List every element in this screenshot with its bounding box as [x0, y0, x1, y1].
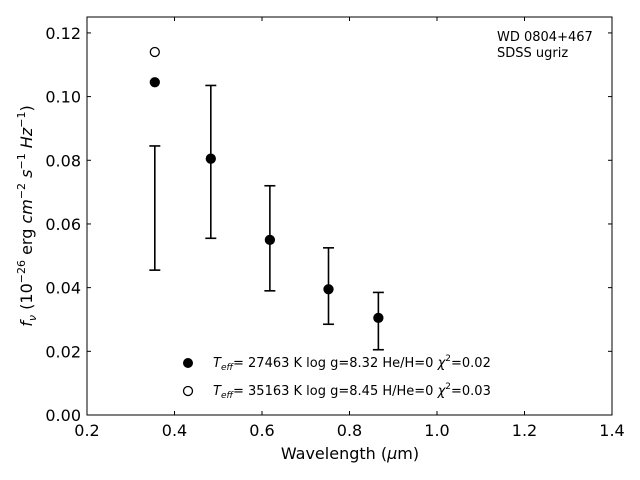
error-bar	[149, 145, 161, 271]
axis-ticks: 0.2 0.4 0.6 0.8 1.0 1.2 1.4 0.00 0.02 0.04 0.06 0.0…	[45, 17, 625, 440]
y-tick-label: 0.08	[45, 151, 81, 170]
legend-label-2: Teff= 35163 K log g=8.45 H/He=0 χ2=0.03	[213, 382, 491, 401]
x-axis-label: Wavelength (μm)	[281, 444, 419, 463]
model-point-filled	[264, 234, 276, 246]
y-tick-label: 0.10	[45, 88, 81, 107]
x-tick-label: 0.4	[162, 421, 187, 440]
plot-frame	[86, 16, 613, 416]
y-axis-label: fν (10−26 erg cm−2 s−1 Hz−1)	[15, 105, 39, 326]
legend-marker-open	[182, 385, 194, 397]
x-tick-label: 1.0	[424, 421, 449, 440]
x-tick-label: 1.4	[599, 421, 624, 440]
model-point-filled	[149, 77, 160, 88]
model-point-filled	[323, 284, 334, 295]
x-tick-label: 0.2	[74, 421, 99, 440]
y-tick-label: 0.00	[45, 406, 81, 425]
x-tick-label: 0.8	[337, 421, 362, 440]
y-tick-label: 0.06	[45, 215, 81, 234]
y-tick-label: 0.12	[45, 24, 81, 43]
x-tick-label: 1.2	[512, 421, 537, 440]
legend: Teff= 27463 K log g=8.32 He/H=0 χ2=0.02 …	[182, 354, 491, 401]
x-tick-label: 0.6	[249, 421, 274, 440]
y-tick-label: 0.04	[45, 279, 81, 298]
annotation-line-2: SDSS ugriz	[497, 46, 568, 61]
model-point-open	[149, 46, 160, 58]
y-tick-label: 0.02	[45, 342, 81, 361]
annotation-line-1: WD 0804+467	[497, 30, 593, 45]
legend-marker-filled	[183, 358, 193, 368]
legend-label-1: Teff= 27463 K log g=8.32 He/H=0 χ2=0.02	[213, 354, 491, 373]
model-point-filled	[373, 312, 384, 324]
model-point-filled	[205, 153, 216, 164]
data-points	[149, 46, 384, 324]
